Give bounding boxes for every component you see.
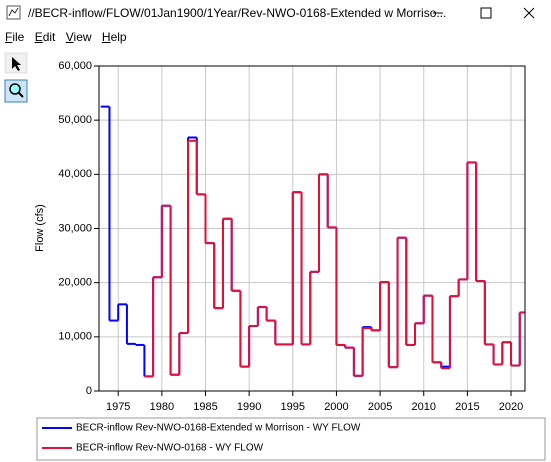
plot-lines (100, 105, 525, 378)
x-tick-label: 1995 (281, 401, 305, 413)
x-tick-label: 2020 (499, 401, 523, 413)
zoom-icon (9, 83, 21, 95)
y-tick-label: 60,000 (58, 60, 92, 72)
maximize-button[interactable] (480, 7, 492, 19)
app-icon-glyph (8, 7, 19, 17)
menu-item[interactable]: Help (101, 30, 127, 44)
x-tick-label: 1980 (150, 401, 174, 413)
title-bar: //BECR-inflow/FLOW/01Jan1900/1Year/Rev-N… (0, 0, 551, 28)
close-button[interactable] (523, 7, 535, 19)
menu-bar: File Edit View Help (0, 30, 129, 46)
window-title: //BECR-inflow/FLOW/01Jan1900/1Year/Rev-N… (28, 6, 447, 20)
plot-frame (98, 65, 526, 392)
zoom-icon-handle (18, 92, 24, 98)
x-tick-label: 1990 (237, 401, 261, 413)
legend-label: BECR-inflow Rev-NWO-0168 - WY FLOW (76, 443, 264, 454)
y-tick-label: 40,000 (58, 168, 92, 180)
menu-item[interactable]: View (65, 30, 92, 44)
x-tick-label: 2015 (455, 401, 479, 413)
title-bar-icons (6, 5, 535, 20)
x-tick-label: 2000 (324, 401, 348, 413)
y-tick-label: 30,000 (58, 222, 92, 234)
menu-item[interactable]: File (5, 30, 25, 44)
y-axis-label: Flow (cfs) (34, 204, 46, 252)
x-tick-label: 1985 (193, 401, 217, 413)
y-tick-label: 0 (86, 385, 92, 397)
x-tick-label: 2005 (368, 401, 392, 413)
legend (36, 417, 546, 461)
legend-label: BECR-inflow Rev-NWO-0168-Extended w Morr… (76, 423, 361, 434)
menu-item[interactable]: Edit (34, 30, 56, 44)
y-tick-label: 20,000 (58, 277, 92, 289)
pointer-icon (12, 57, 21, 71)
x-tick-label: 1975 (106, 401, 130, 413)
y-tick-label: 50,000 (58, 114, 92, 126)
y-tick-label: 10,000 (58, 331, 92, 343)
x-tick-label: 2010 (411, 401, 435, 413)
